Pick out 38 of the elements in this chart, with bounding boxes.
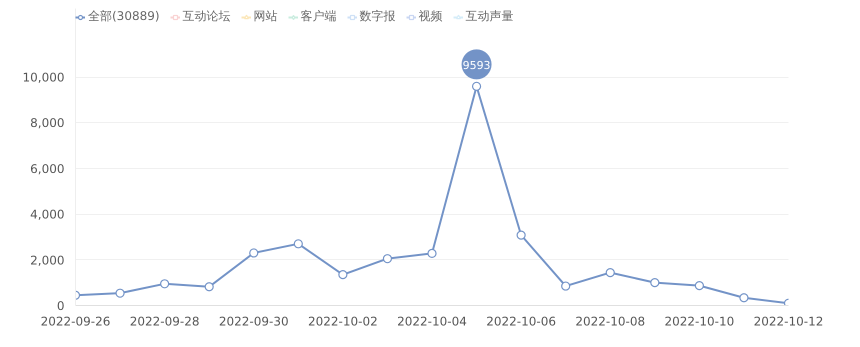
x-tick-label: 2022-10-10 (664, 314, 734, 328)
y-tick-label: 8,000 (30, 116, 65, 130)
y-tick-label: 0 (56, 299, 65, 313)
legend-label: 视频 (418, 8, 443, 25)
y-tick-label: 6,000 (30, 162, 65, 176)
point (338, 270, 348, 280)
point (160, 279, 170, 288)
x-tick-label: 2022-10-08 (575, 314, 646, 328)
legend-label: 网站 (254, 8, 278, 25)
point (294, 239, 303, 248)
point (516, 230, 526, 240)
point (382, 254, 392, 264)
annotation: 9593 (462, 58, 491, 72)
legend-label: 数字报 (360, 8, 396, 25)
x-tick-label: 2022-10-12 (754, 314, 824, 328)
legend-label: 客户端 (300, 8, 337, 25)
point (204, 282, 214, 292)
y-tick-label: 2,000 (30, 253, 65, 268)
point (472, 82, 482, 91)
point (606, 268, 615, 278)
point (115, 288, 125, 298)
point (694, 281, 704, 290)
y-tick-label: 4,000 (30, 208, 65, 222)
legend-label: 互动声量 (466, 8, 514, 25)
x-tick-label: 2022-09-26 (40, 314, 110, 328)
x-tick-label: 2022-10-06 (486, 314, 556, 328)
point (249, 248, 258, 258)
x-tick-label: 2022-09-30 (218, 314, 289, 328)
point (650, 278, 660, 288)
x-tick-label: 2022-10-04 (397, 314, 467, 328)
y-tick-label: 10,000 (22, 70, 65, 85)
x-tick-label: 2022-09-28 (130, 314, 200, 328)
legend-label: 互动论坛 (182, 8, 231, 25)
point (739, 293, 749, 302)
legend-label: 全部(30889) (88, 8, 160, 25)
point (427, 248, 437, 258)
point (561, 281, 570, 291)
x-tick-label: 2022-10-02 (308, 314, 378, 328)
